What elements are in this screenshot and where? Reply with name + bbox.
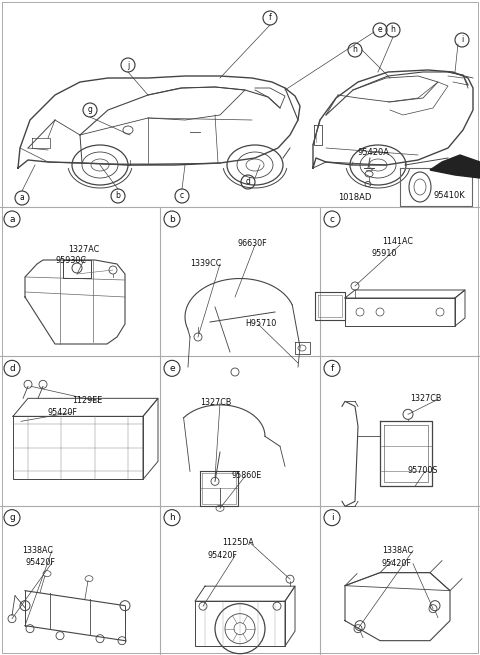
Text: 1338AC: 1338AC (382, 546, 413, 555)
Text: h: h (169, 513, 175, 522)
Text: 95420F: 95420F (207, 551, 237, 559)
Text: d: d (9, 364, 15, 373)
Text: 95420F: 95420F (25, 557, 55, 567)
Text: a: a (20, 193, 24, 202)
Text: 95410K: 95410K (434, 191, 466, 200)
Text: 1339CC: 1339CC (190, 259, 221, 268)
Text: h: h (391, 26, 396, 35)
Text: 1327CB: 1327CB (200, 398, 231, 407)
Text: g: g (9, 513, 15, 522)
Text: 1018AD: 1018AD (338, 193, 372, 202)
Text: 1125DA: 1125DA (222, 538, 254, 547)
Text: 95420F: 95420F (382, 559, 412, 568)
Text: i: i (461, 35, 463, 45)
Text: 95420F: 95420F (48, 408, 78, 417)
Polygon shape (430, 155, 480, 178)
Text: b: b (116, 191, 120, 200)
Text: j: j (127, 60, 129, 69)
Text: 1327AC: 1327AC (68, 245, 99, 254)
Text: d: d (246, 178, 251, 187)
Text: c: c (180, 191, 184, 200)
Text: i: i (331, 513, 333, 522)
Text: a: a (9, 214, 15, 223)
Text: 95420A: 95420A (358, 148, 390, 157)
Text: g: g (87, 105, 93, 115)
Text: 96630F: 96630F (238, 239, 268, 248)
Text: 95930C: 95930C (55, 256, 86, 265)
Text: 1141AC: 1141AC (382, 237, 413, 246)
Text: 95910: 95910 (372, 249, 397, 258)
Text: 1338AC: 1338AC (22, 546, 53, 555)
Text: f: f (269, 14, 271, 22)
Text: h: h (353, 45, 358, 54)
Text: e: e (378, 26, 382, 35)
Text: 1129EE: 1129EE (72, 396, 102, 405)
Text: f: f (330, 364, 334, 373)
Text: H95710: H95710 (245, 319, 276, 328)
Text: e: e (169, 364, 175, 373)
Text: 95700S: 95700S (408, 466, 439, 476)
Text: c: c (329, 214, 335, 223)
Text: 1327CB: 1327CB (410, 394, 442, 403)
Text: 95860E: 95860E (232, 472, 262, 480)
Text: b: b (169, 214, 175, 223)
